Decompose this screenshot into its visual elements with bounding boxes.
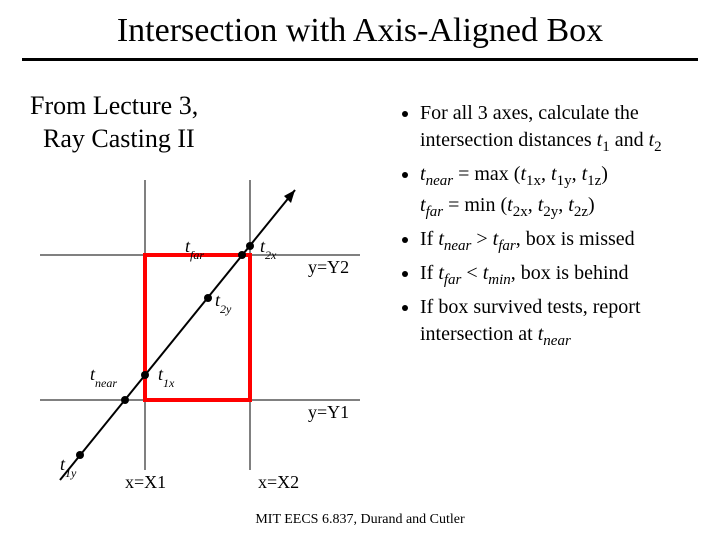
subtitle: From Lecture 3, Ray Casting II xyxy=(30,90,198,155)
diagram-svg: tfart2xt2ytneart1xt1yy=Y2y=Y1x=X1x=X2 xyxy=(30,160,370,490)
svg-text:x=X1: x=X1 xyxy=(125,472,166,490)
text: ) xyxy=(601,163,608,185)
text: < xyxy=(461,262,482,284)
subtitle-line1: From Lecture 3, xyxy=(30,91,198,120)
text: 2 xyxy=(654,139,662,155)
text: and xyxy=(610,129,649,151)
text: , xyxy=(558,194,568,216)
text: 1y xyxy=(557,173,572,189)
svg-text:t2y: t2y xyxy=(215,290,232,316)
text: near xyxy=(426,173,454,189)
text: min xyxy=(488,272,511,288)
text: 1z xyxy=(587,173,601,189)
text: , xyxy=(572,163,582,185)
bullet-1: For all 3 axes, calculate the intersecti… xyxy=(420,100,700,157)
svg-text:t2x: t2x xyxy=(260,236,277,262)
text: ) xyxy=(588,194,595,216)
svg-text:y=Y2: y=Y2 xyxy=(308,257,349,277)
text: , xyxy=(528,194,538,216)
text: If box survived tests, report intersecti… xyxy=(420,296,641,345)
text: far xyxy=(426,204,444,220)
bullet-4: If tfar < tmin, box is behind xyxy=(420,260,700,290)
text: near xyxy=(444,238,472,254)
text: If xyxy=(420,262,438,284)
bullet-list: For all 3 axes, calculate the intersecti… xyxy=(400,100,700,356)
text: 2x xyxy=(513,204,528,220)
title-underline xyxy=(22,58,698,61)
text: 1x xyxy=(526,173,541,189)
text: 2y xyxy=(543,204,558,220)
page-title: Intersection with Axis-Aligned Box xyxy=(0,0,720,58)
text: , xyxy=(541,163,551,185)
svg-text:tnear: tnear xyxy=(90,364,117,390)
diagram: tfart2xt2ytneart1xt1yy=Y2y=Y1x=X1x=X2 xyxy=(30,160,370,480)
bullet-3: If tnear > tfar, box is missed xyxy=(420,226,700,256)
text: , box is missed xyxy=(516,228,635,250)
text: , box is behind xyxy=(511,262,629,284)
text: far xyxy=(444,272,462,288)
svg-text:x=X2: x=X2 xyxy=(258,472,299,490)
footer: MIT EECS 6.837, Durand and Cutler xyxy=(0,512,720,528)
svg-text:tfar: tfar xyxy=(185,236,204,262)
bullet-2: tnear = max (t1x, t1y, t1z) tfar = min (… xyxy=(420,161,700,222)
text: near xyxy=(543,333,571,349)
text: 2z xyxy=(574,204,588,220)
svg-text:t1x: t1x xyxy=(158,364,175,390)
text: 1 xyxy=(602,139,610,155)
bullet-5: If box survived tests, report intersecti… xyxy=(420,294,700,351)
text: far xyxy=(498,238,516,254)
text: = max ( xyxy=(453,163,520,185)
svg-text:y=Y1: y=Y1 xyxy=(308,402,349,422)
text: If xyxy=(420,228,438,250)
subtitle-line2: Ray Casting II xyxy=(43,124,195,153)
text: = min ( xyxy=(443,194,507,216)
text: > xyxy=(471,228,492,250)
